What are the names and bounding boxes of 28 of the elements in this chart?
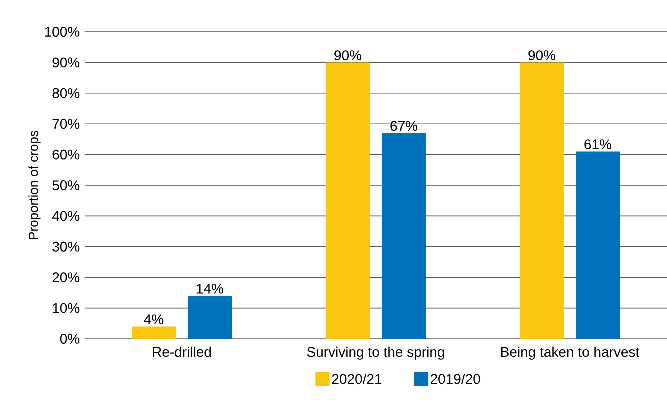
data-label: 4%: [144, 314, 164, 325]
y-axis-title: Proportion of crops: [28, 131, 41, 240]
y-tick-label: 30%: [52, 242, 80, 252]
y-tick-label: 60%: [52, 150, 80, 160]
data-label: 14%: [197, 284, 224, 294]
y-tick-label: 100%: [45, 27, 80, 37]
y-tick-label: 70%: [52, 119, 80, 130]
x-tick-label: Surviving to the spring: [307, 346, 444, 360]
y-tick-label: 80%: [52, 88, 80, 98]
data-label: 90%: [528, 50, 556, 61]
bar: [576, 152, 620, 339]
data-label: 90%: [334, 50, 362, 61]
x-tick-label: Re-drilled: [153, 346, 212, 358]
y-tick-label: 50%: [52, 180, 80, 190]
bar: [520, 62, 564, 339]
legend-label: 2020/21: [332, 374, 382, 384]
x-tick-label: Being taken to harvest: [501, 346, 640, 360]
bar: [188, 296, 232, 339]
y-tick-label: 40%: [52, 211, 80, 222]
data-label: 61%: [584, 140, 612, 150]
y-tick-label: 90%: [52, 58, 80, 68]
bar: [382, 133, 426, 339]
bar: [132, 326, 176, 339]
y-tick-label: 0%: [60, 334, 80, 344]
y-tick-label: 10%: [53, 303, 80, 314]
y-tick-label: 20%: [52, 272, 80, 283]
legend-label: 2019/20: [430, 374, 480, 384]
bar: [326, 62, 370, 339]
